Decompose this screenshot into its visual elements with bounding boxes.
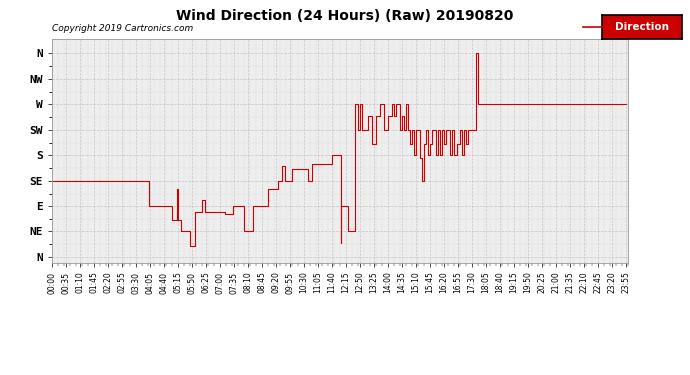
Text: Direction: Direction [615, 22, 669, 32]
Text: Wind Direction (24 Hours) (Raw) 20190820: Wind Direction (24 Hours) (Raw) 20190820 [177, 9, 513, 23]
Text: Copyright 2019 Cartronics.com: Copyright 2019 Cartronics.com [52, 24, 193, 33]
